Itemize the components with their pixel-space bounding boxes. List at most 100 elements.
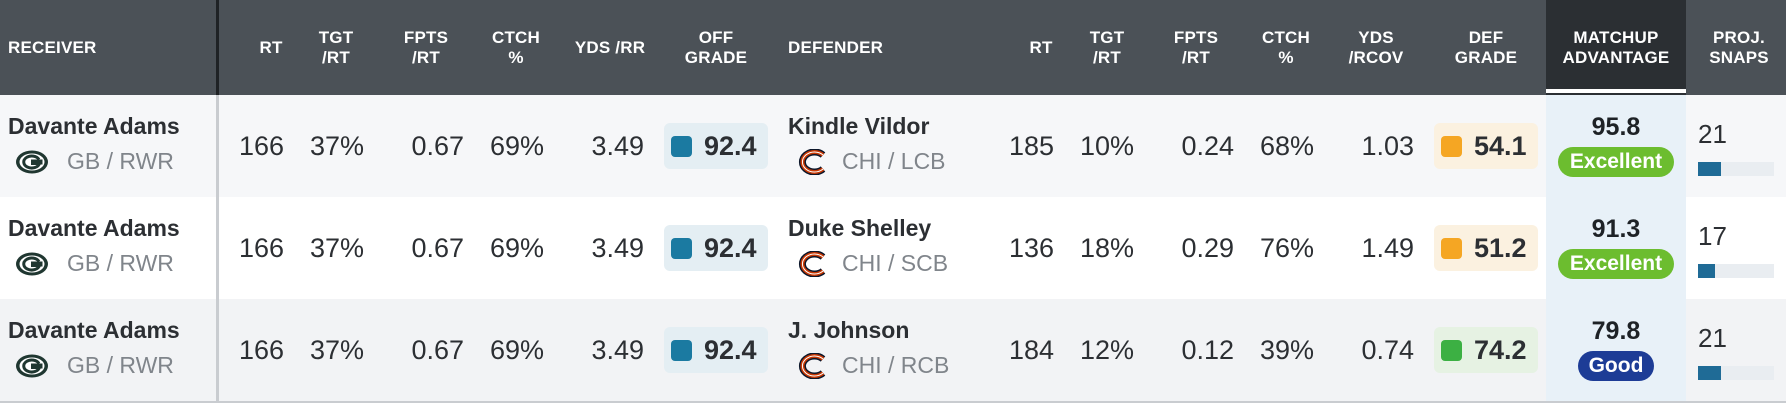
table-bottom-border <box>0 401 1786 403</box>
active-sort-indicator <box>1546 89 1686 93</box>
off-grade-value: 92.4 <box>704 334 757 365</box>
col-header-def-tgt-rt[interactable]: TGT /RT <box>1089 27 1125 67</box>
col-header-proj-snaps[interactable]: PROJ. SNAPS <box>1709 27 1769 67</box>
col-header-def-ctch[interactable]: CTCH % <box>1261 27 1310 67</box>
grade-square-icon <box>671 339 692 361</box>
proj-snaps-bar <box>1698 366 1774 380</box>
col-header-rt[interactable]: RT <box>259 37 283 57</box>
def-grade-value: 54.1 <box>1474 130 1527 161</box>
receiver-fpts-rt: 0.67 <box>411 130 464 161</box>
grade-square-icon <box>1441 237 1462 259</box>
defender-ctch: 39% <box>1259 334 1314 365</box>
receiver-rt: 166 <box>238 334 284 365</box>
defender-yds-rcov: 0.74 <box>1361 334 1414 365</box>
receiver-yds-rr: 3.49 <box>591 232 644 263</box>
receiver-team-position: GB / RWR <box>15 250 174 277</box>
def-grade-chip: 74.2 <box>1434 327 1538 373</box>
table-row[interactable]: Davante Adams GB / RWR 166 37% 0.67 69% 3.49 92… <box>0 95 1786 197</box>
receiver-name[interactable]: Davante Adams <box>8 113 180 139</box>
receiver-name[interactable]: Davante Adams <box>8 317 180 343</box>
table-header: RECEIVER RT TGT /RT FPTS /RT CTCH % YDS … <box>0 0 1786 95</box>
receiver-fpts-rt: 0.67 <box>411 334 464 365</box>
packers-logo-icon <box>15 354 49 378</box>
grade-square-icon <box>1441 135 1462 157</box>
col-header-ctch[interactable]: CTCH % <box>491 27 540 67</box>
defender-name[interactable]: Duke Shelley <box>788 215 932 241</box>
defender-fpts-rt: 0.12 <box>1181 334 1234 365</box>
bears-logo-icon <box>790 148 830 175</box>
receiver-rt: 166 <box>238 232 284 263</box>
col-header-yds-rr[interactable]: YDS /RR <box>574 37 646 57</box>
matchup-score: 79.8 <box>1591 317 1641 345</box>
receiver-team-label: GB / RWR <box>67 148 174 174</box>
defender-team-label: CHI / RCB <box>842 352 950 378</box>
receiver-tgt-rt: 37% <box>309 232 364 263</box>
defender-name[interactable]: J. Johnson <box>788 317 910 343</box>
frozen-column-divider <box>216 95 219 403</box>
col-header-def-fpts-rt[interactable]: FPTS /RT <box>1173 27 1219 67</box>
proj-snaps-value: 21 <box>1698 323 1727 353</box>
packers-logo-icon <box>15 150 49 174</box>
col-header-def-grade[interactable]: DEF GRADE <box>1454 27 1518 67</box>
off-grade-chip: 92.4 <box>664 327 768 373</box>
matchup-tier-badge: Excellent <box>1558 249 1674 279</box>
col-header-defender[interactable]: DEFENDER <box>788 37 884 57</box>
def-grade-value: 51.2 <box>1474 232 1527 263</box>
defender-tgt-rt: 18% <box>1079 232 1134 263</box>
defender-ctch: 76% <box>1259 232 1314 263</box>
receiver-tgt-rt: 37% <box>309 334 364 365</box>
off-grade-chip: 92.4 <box>664 225 768 271</box>
defender-fpts-rt: 0.29 <box>1181 232 1234 263</box>
col-header-off-grade[interactable]: OFF GRADE <box>684 27 748 67</box>
matchup-score: 91.3 <box>1591 215 1641 243</box>
col-header-receiver[interactable]: RECEIVER <box>8 37 97 57</box>
defender-rt: 184 <box>1008 334 1054 365</box>
grade-square-icon <box>671 237 692 259</box>
def-grade-value: 74.2 <box>1474 334 1527 365</box>
defender-team-position: CHI / RCB <box>790 352 949 379</box>
proj-snaps-bar-fill <box>1698 366 1721 380</box>
off-grade-chip: 92.4 <box>664 123 768 169</box>
defender-tgt-rt: 10% <box>1079 130 1134 161</box>
proj-snaps-bar <box>1698 264 1774 278</box>
grade-square-icon <box>1441 339 1462 361</box>
defender-team-label: CHI / SCB <box>842 250 949 276</box>
proj-snaps-value: 21 <box>1698 119 1727 149</box>
receiver-team-label: GB / RWR <box>67 250 174 276</box>
defender-rt: 185 <box>1008 130 1054 161</box>
col-header-matchup-advantage[interactable]: MATCHUP ADVANTAGE <box>1562 27 1670 67</box>
matchup-tier-badge: Good <box>1578 351 1654 381</box>
receiver-name[interactable]: Davante Adams <box>8 215 180 241</box>
def-grade-chip: 54.1 <box>1434 123 1538 169</box>
defender-name[interactable]: Kindle Vildor <box>788 113 930 139</box>
defender-team-position: CHI / SCB <box>790 250 948 277</box>
col-header-fpts-rt[interactable]: FPTS /RT <box>403 27 449 67</box>
matchup-tier-badge: Excellent <box>1558 147 1674 177</box>
col-header-yds-rcov[interactable]: YDS /RCOV <box>1348 27 1404 67</box>
defender-team-label: CHI / LCB <box>842 148 946 174</box>
matchup-score: 95.8 <box>1591 113 1641 141</box>
col-header-tgt-rt[interactable]: TGT /RT <box>318 27 354 67</box>
def-grade-chip: 51.2 <box>1434 225 1538 271</box>
receiver-yds-rr: 3.49 <box>591 334 644 365</box>
table-row[interactable]: Davante Adams GB / RWR 166 37% 0.67 69% 3.49 92… <box>0 299 1786 401</box>
receiver-team-position: GB / RWR <box>15 352 174 379</box>
defender-rt: 136 <box>1008 232 1054 263</box>
receiver-ctch: 69% <box>489 334 544 365</box>
receiver-rt: 166 <box>238 130 284 161</box>
table-row[interactable]: Davante Adams GB / RWR 166 37% 0.67 69% 3.49 92… <box>0 197 1786 299</box>
proj-snaps-value: 17 <box>1698 221 1727 251</box>
header-divider <box>216 0 219 95</box>
defender-ctch: 68% <box>1259 130 1314 161</box>
col-header-def-rt[interactable]: RT <box>1029 37 1053 57</box>
defender-fpts-rt: 0.24 <box>1181 130 1234 161</box>
receiver-ctch: 69% <box>489 232 544 263</box>
receiver-yds-rr: 3.49 <box>591 130 644 161</box>
receiver-tgt-rt: 37% <box>309 130 364 161</box>
receiver-fpts-rt: 0.67 <box>411 232 464 263</box>
matchup-header-highlight <box>1546 0 1686 95</box>
defender-tgt-rt: 12% <box>1079 334 1134 365</box>
packers-logo-icon <box>15 252 49 276</box>
defender-team-position: CHI / LCB <box>790 148 946 175</box>
